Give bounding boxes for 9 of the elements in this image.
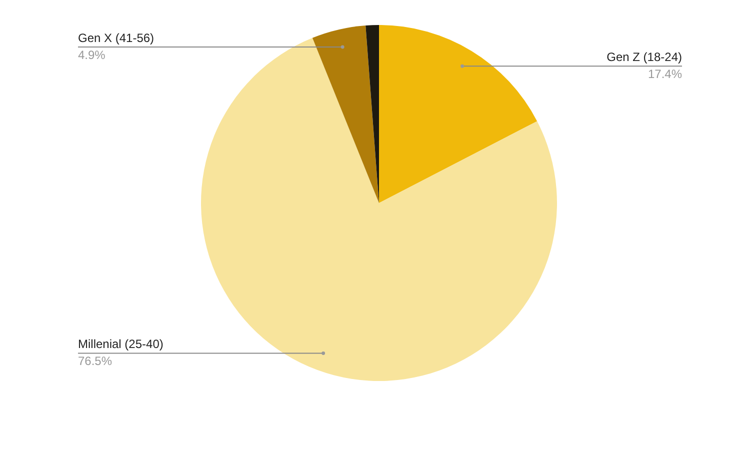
slice-label: Gen X (41-56) — [78, 30, 154, 45]
data-label: 4.9% — [78, 48, 106, 62]
data-label: 17.4% — [648, 67, 682, 82]
slice-label: Millenial (25-40) — [78, 337, 164, 352]
pie-slice — [201, 38, 557, 381]
slice-label: Gen Z (18-24) — [606, 50, 682, 64]
data-label: 76.5% — [78, 354, 112, 368]
pie-slice — [312, 26, 379, 203]
pie-slice — [379, 25, 538, 203]
